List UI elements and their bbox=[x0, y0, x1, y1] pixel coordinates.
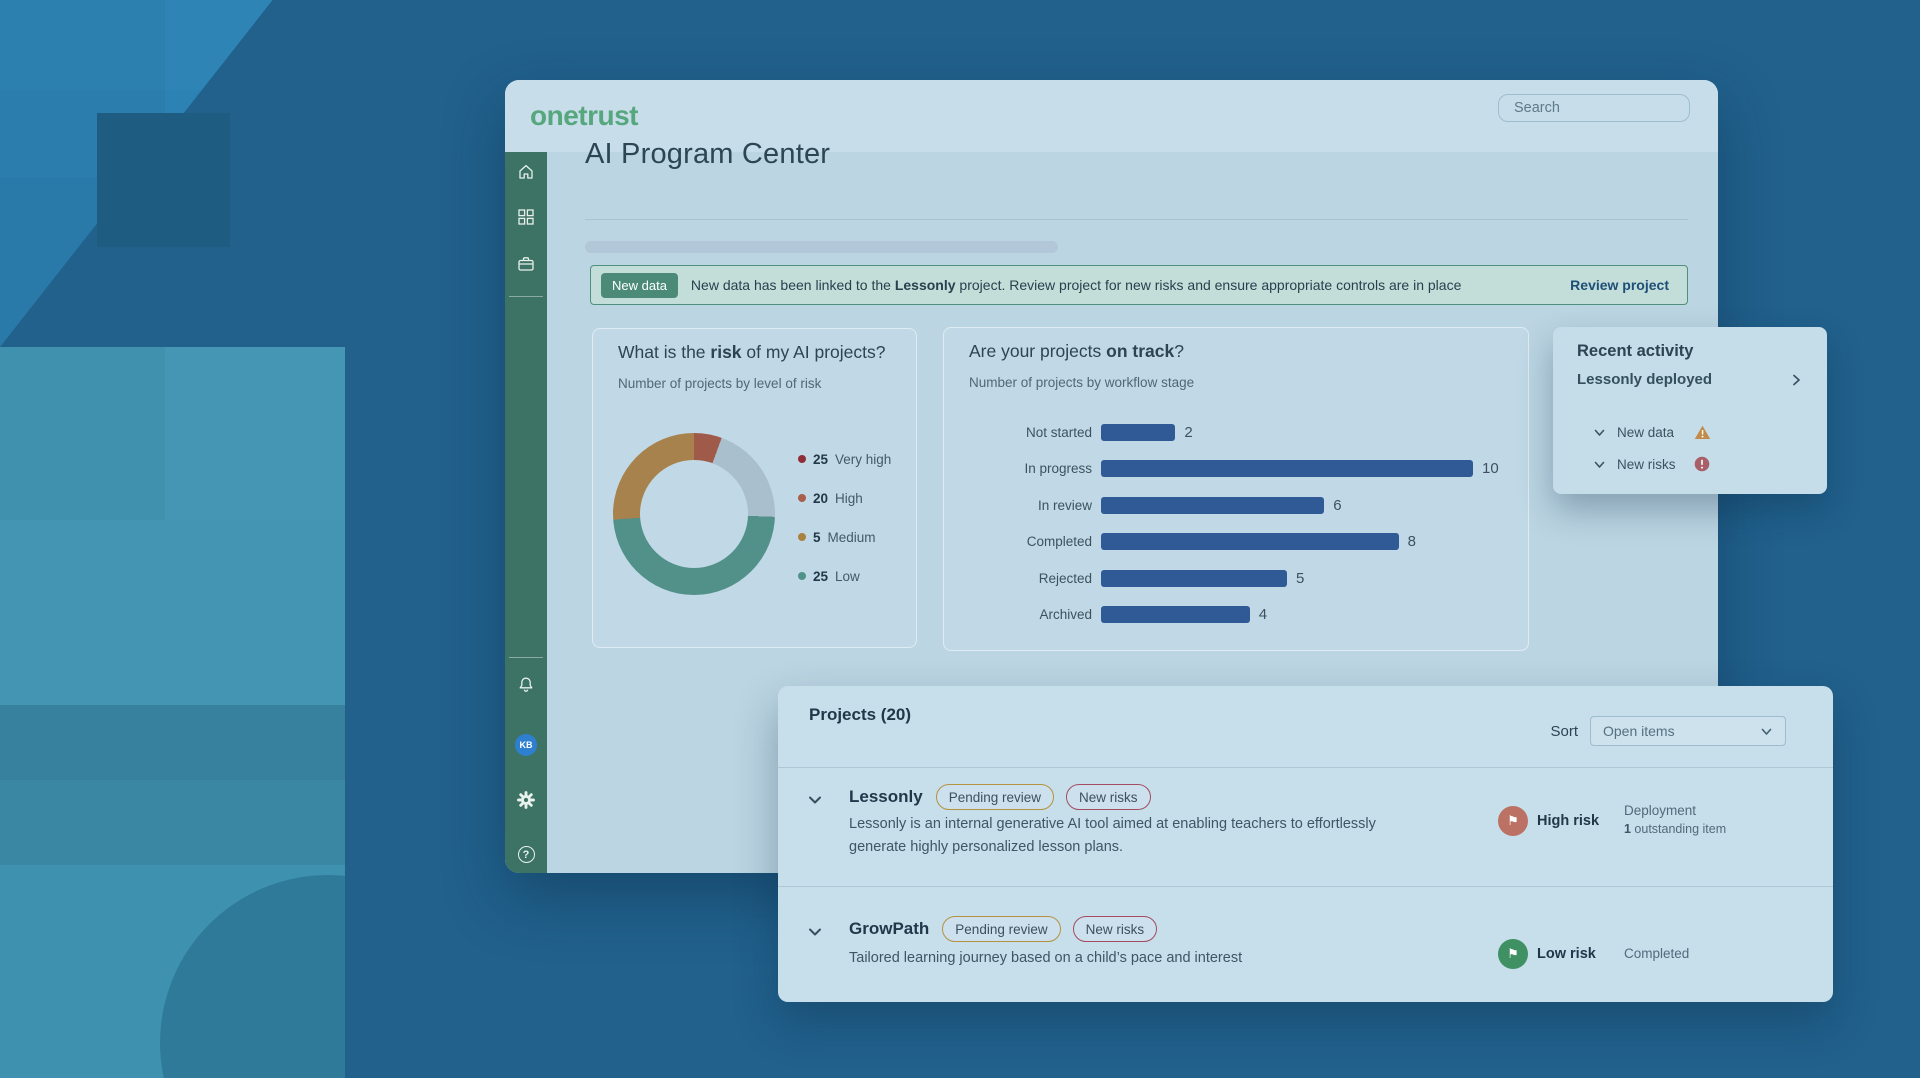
chevron-down-icon[interactable] bbox=[1593, 458, 1606, 471]
chevron-down-icon[interactable] bbox=[1593, 426, 1606, 439]
risk-level-label: High risk bbox=[1537, 813, 1600, 829]
projects-panel: Projects (20) Sort Open items Lessonly P… bbox=[778, 686, 1833, 1002]
on-track-card-title: Are your projects on track? bbox=[969, 341, 1184, 361]
chevron-down-icon bbox=[1761, 728, 1772, 735]
recent-activity-item[interactable]: New data bbox=[1593, 420, 1711, 444]
risk-card: What is the risk of my AI projects? Numb… bbox=[592, 328, 917, 648]
recent-item-label: New data bbox=[1617, 424, 1675, 440]
sidebar-divider-bottom bbox=[509, 657, 543, 658]
new-data-banner: New data New data has been linked to the… bbox=[590, 265, 1688, 305]
risk-legend-item: 20 High bbox=[798, 489, 891, 507]
sort-label: Sort bbox=[1550, 722, 1578, 740]
apps-grid-icon[interactable] bbox=[505, 208, 547, 226]
bar-row: Rejected 5 bbox=[1038, 569, 1305, 587]
search-input[interactable] bbox=[1512, 99, 1703, 117]
chevron-right-icon[interactable] bbox=[1789, 373, 1803, 387]
user-avatar[interactable]: KB bbox=[505, 734, 547, 756]
search-box[interactable] bbox=[1498, 94, 1703, 122]
recent-activity-event[interactable]: Lessonly deployed bbox=[1577, 371, 1803, 388]
risk-card-subtitle: Number of projects by level of risk bbox=[618, 376, 822, 391]
bar-row: Archived 4 bbox=[1039, 606, 1268, 624]
bar-row: Not started 2 bbox=[1025, 423, 1193, 441]
project-name[interactable]: Lessonly bbox=[849, 787, 923, 806]
risk-legend-item: 25 Low bbox=[798, 567, 891, 585]
legend-dot bbox=[798, 494, 806, 502]
donut-hole bbox=[640, 460, 748, 568]
bar bbox=[1101, 569, 1287, 587]
window-header: onetrust bbox=[505, 80, 1718, 152]
page-title: AI Program Center bbox=[585, 138, 831, 170]
briefcase-icon[interactable] bbox=[505, 255, 547, 273]
recent-activity-item[interactable]: New risks bbox=[1593, 452, 1711, 476]
legend-dot bbox=[798, 455, 806, 463]
project-status: Deployment 1 outstanding item bbox=[1624, 803, 1727, 836]
bar-row: Completed 8 bbox=[1026, 533, 1416, 551]
notifications-bell-icon[interactable] bbox=[505, 676, 547, 694]
pending-review-badge: Pending review bbox=[942, 916, 1061, 942]
bar bbox=[1101, 533, 1399, 551]
legend-dot bbox=[798, 572, 806, 580]
bar bbox=[1101, 460, 1473, 478]
banner-message: New data has been linked to the Lessonly… bbox=[690, 277, 1462, 293]
risk-donut-chart bbox=[613, 433, 775, 595]
on-track-card-subtitle: Number of projects by workflow stage bbox=[969, 375, 1195, 390]
title-divider bbox=[585, 219, 1688, 220]
background-art bbox=[0, 0, 345, 1078]
risk-level-label: Low risk bbox=[1537, 946, 1596, 962]
project-status: Completed bbox=[1624, 946, 1690, 961]
sidebar: KB bbox=[505, 152, 547, 873]
loading-skeleton-bar bbox=[585, 241, 1058, 253]
sort-dropdown[interactable]: Open items bbox=[1590, 716, 1786, 746]
bar-row: In review 6 bbox=[1037, 496, 1342, 514]
legend-dot bbox=[798, 533, 806, 541]
app-window: onetrust bbox=[505, 80, 1718, 873]
warning-triangle-icon bbox=[1694, 425, 1711, 439]
help-icon[interactable] bbox=[505, 846, 547, 863]
alert-circle-icon bbox=[1694, 456, 1710, 472]
recent-item-label: New risks bbox=[1617, 456, 1676, 472]
risk-legend: 25 Very high 20 High 5 Medium 25 Low bbox=[798, 450, 891, 585]
projects-header-divider bbox=[778, 767, 1833, 768]
new-risks-badge: New risks bbox=[1072, 916, 1158, 942]
risk-card-title: What is the risk of my AI projects? bbox=[618, 342, 886, 362]
expand-chevron-icon[interactable] bbox=[806, 791, 824, 809]
project-description: Lessonly is an internal generative AI to… bbox=[849, 816, 1376, 855]
on-track-card: Are your projects on track? Number of pr… bbox=[943, 327, 1529, 651]
expand-chevron-icon[interactable] bbox=[806, 923, 824, 941]
recent-activity-panel: Recent activity Lessonly deployed New da… bbox=[1553, 327, 1827, 494]
projects-row-divider bbox=[778, 886, 1833, 887]
sidebar-divider-top bbox=[509, 296, 543, 297]
bar bbox=[1101, 606, 1250, 624]
pending-review-badge: Pending review bbox=[935, 784, 1055, 810]
bar-row: In progress 10 bbox=[1024, 460, 1499, 478]
recent-activity-title: Recent activity bbox=[1577, 342, 1694, 360]
bar bbox=[1101, 496, 1325, 514]
recent-activity-items: New data New risks bbox=[1593, 420, 1711, 476]
risk-legend-item: 25 Very high bbox=[798, 450, 891, 468]
project-name[interactable]: GrowPath bbox=[849, 919, 930, 938]
workflow-bar-chart: Not started 2 In progress 10 In review 6 Compl… bbox=[944, 414, 1528, 633]
high-risk-flag-icon: ⚑ bbox=[1498, 806, 1528, 836]
new-data-badge: New data bbox=[601, 272, 678, 298]
risk-legend-item: 5 Medium bbox=[798, 528, 891, 546]
settings-gear-icon[interactable] bbox=[505, 790, 547, 810]
bar bbox=[1101, 423, 1176, 441]
review-project-link[interactable]: Review project bbox=[1570, 277, 1669, 293]
projects-title: Projects (20) bbox=[809, 705, 912, 724]
home-icon[interactable] bbox=[505, 163, 547, 181]
low-risk-flag-icon: ⚑ bbox=[1498, 939, 1528, 969]
project-description: Tailored learning journey based on a chi… bbox=[849, 950, 1243, 966]
onetrust-logo: onetrust bbox=[530, 100, 639, 131]
new-risks-badge: New risks bbox=[1066, 784, 1151, 810]
